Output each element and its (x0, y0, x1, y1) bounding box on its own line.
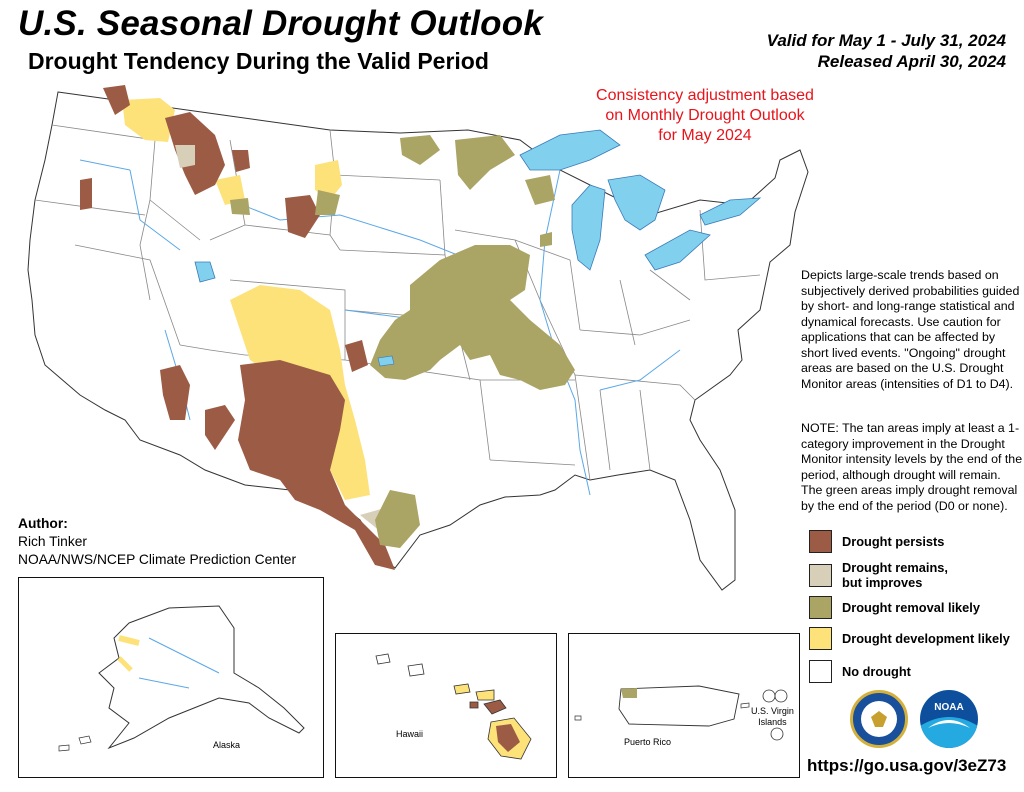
legend-label-development: Drought development likely (842, 631, 1010, 646)
noaa-logo: NOAA (920, 690, 978, 748)
usvi-label: U.S. Virgin Islands (751, 706, 794, 728)
consistency-note: Consistency adjustment based on Monthly … (596, 87, 814, 144)
usvi-label-line2: Islands (758, 717, 787, 727)
author-heading: Author: (18, 516, 68, 531)
release-date: Released April 30, 2024 (817, 52, 1006, 71)
puerto-rico-map (574, 685, 788, 741)
legend-label-improves: Drought remains, but improves (842, 560, 948, 590)
legend-item-development: Drought development likely (809, 627, 1010, 650)
alaska-label: Alaska (213, 740, 241, 750)
legend-swatch-persists (809, 530, 832, 553)
legend-swatch-none (809, 660, 832, 683)
legend-item-improves: Drought remains, but improves (809, 560, 948, 590)
alaska-inset: Alaska (18, 577, 324, 778)
great-lakes (194, 129, 762, 369)
alaska-map (58, 605, 305, 752)
noaa-bird-icon: NOAA (920, 702, 978, 748)
usvi-label-line1: U.S. Virgin (751, 706, 794, 716)
legend-label-improves-line2: but improves (842, 575, 923, 590)
drought-removal-areas (230, 135, 575, 548)
hawaii-inset: Hawaii (335, 633, 557, 778)
legend-item-removal: Drought removal likely (809, 596, 980, 619)
lake-kansas (377, 355, 395, 367)
legend-label-removal: Drought removal likely (842, 600, 980, 615)
legend-swatch-development (809, 627, 832, 650)
legend-label-persists: Drought persists (842, 534, 945, 549)
description-text: Depicts large-scale trends based on subj… (801, 268, 1020, 391)
legend-label-improves-line1: Drought remains, (842, 560, 948, 575)
legend-item-none: No drought (809, 660, 911, 683)
legend-swatch-removal (809, 596, 832, 619)
map-subtitle: Drought Tendency During the Valid Period (28, 48, 489, 74)
commerce-eagle-icon (861, 701, 897, 737)
department-of-commerce-seal (850, 690, 908, 748)
noaa-logo-text: NOAA (934, 702, 963, 713)
state-borders (34, 124, 761, 481)
author-org: NOAA/NWS/NCEP Climate Prediction Center (18, 552, 297, 567)
author-block: Author: Rich Tinker NOAA/NWS/NCEP Climat… (18, 515, 296, 569)
hawaii-label: Hawaii (396, 729, 424, 739)
valid-period: Valid for May 1 - July 31, 2024 (766, 31, 1006, 50)
legend-swatch-improves (809, 563, 832, 587)
author-name: Rich Tinker (18, 534, 88, 549)
legend-label-none: No drought (842, 664, 911, 679)
source-url[interactable]: https://go.usa.gov/3eZ73 (807, 756, 1007, 775)
map-title: U.S. Seasonal Drought Outlook (18, 4, 544, 43)
puerto-rico-label: Puerto Rico (624, 737, 672, 747)
note-text: NOTE: The tan areas imply at least a 1-c… (801, 421, 1023, 513)
hawaii-map (375, 653, 532, 760)
legend-item-persists: Drought persists (809, 530, 944, 553)
puerto-rico-inset: Puerto Rico U.S. Virgin Islands (568, 633, 800, 778)
